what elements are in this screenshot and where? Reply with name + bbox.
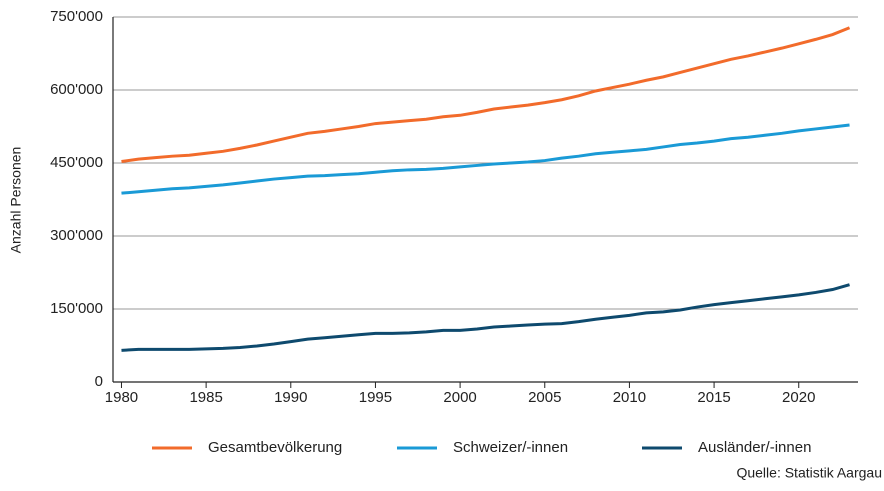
- y-tick-label: 750'000: [50, 8, 103, 25]
- x-tick-label: 2000: [443, 389, 476, 406]
- y-tick-label: 0: [95, 373, 103, 390]
- x-tick-label: 1990: [274, 389, 307, 406]
- legend-label: Gesamtbevölkerung: [208, 439, 342, 456]
- x-tick-label: 1995: [359, 389, 392, 406]
- legend-label: Schweizer/-innen: [453, 439, 568, 456]
- series-line: [121, 26, 851, 164]
- y-tick-label: 600'000: [50, 81, 103, 98]
- legend-label: Ausländer/-innen: [698, 439, 811, 456]
- source: Quelle: Statistik Aargau: [736, 465, 882, 481]
- x-tick-label: 2020: [782, 389, 815, 406]
- x-tick-label: 2015: [697, 389, 730, 406]
- series-line: [121, 123, 850, 195]
- y-tick-label: 450'000: [50, 154, 103, 171]
- y-axis-label: Anzahl Personen: [8, 147, 24, 254]
- series-line: [121, 283, 850, 352]
- x-tick-label: 2005: [528, 389, 561, 406]
- x-tick-label: 2010: [613, 389, 646, 406]
- x-tick-label: 1985: [189, 389, 222, 406]
- x-tick-label: 1980: [105, 389, 138, 406]
- y-tick-label: 300'000: [50, 227, 103, 244]
- y-tick-label: 150'000: [50, 300, 103, 317]
